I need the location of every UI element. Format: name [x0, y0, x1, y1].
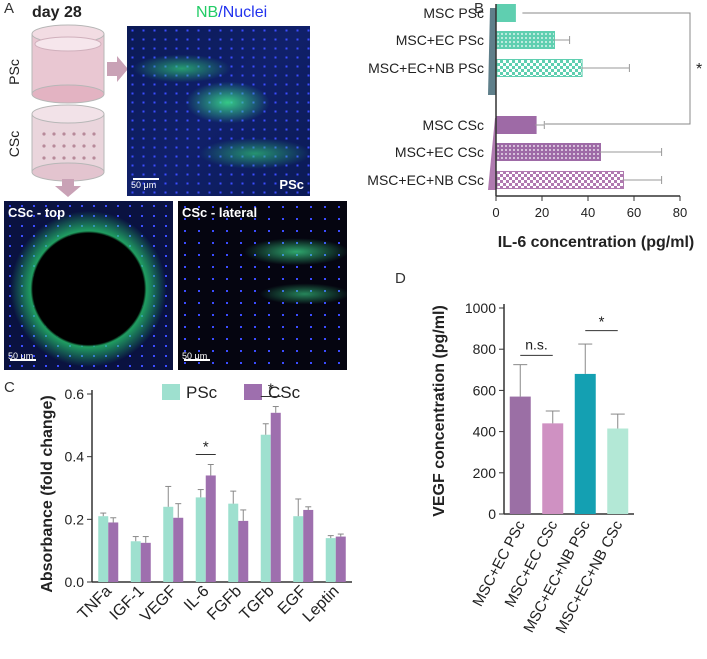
bar-label: MSC+EC PSc — [396, 32, 484, 48]
scale-bar-csc-top — [10, 359, 36, 361]
y-tick-label: 600 — [473, 382, 497, 398]
panel-label-d: D — [395, 270, 406, 287]
significance-star: * — [203, 439, 209, 456]
y-tick-label: 0.6 — [65, 386, 85, 402]
bar — [238, 520, 249, 582]
bar — [574, 373, 596, 514]
bar — [509, 396, 531, 514]
x-tick-label: TGFb — [237, 583, 278, 624]
y-tick-label: 800 — [473, 341, 497, 357]
bar — [205, 475, 216, 582]
panel-label-c: C — [4, 379, 15, 396]
bar — [140, 542, 151, 582]
chart-il6: MSC PSc MSC+EC PSc MSC+EC+NB PSc MSC CSc MSC… — [367, 4, 702, 251]
x-tick-label: 60 — [627, 205, 641, 220]
scaffold-illustration — [31, 24, 128, 197]
bar — [163, 506, 174, 582]
bar-label: MSC CSc — [423, 117, 484, 133]
bar — [195, 497, 206, 582]
y-axis-label: Absorbance (fold change) — [39, 395, 56, 592]
bar — [496, 31, 555, 49]
comparison-label-sig: * — [599, 314, 605, 331]
significance-star: * — [268, 381, 274, 398]
bar-label: MSC+EC+NB PSc — [368, 60, 484, 76]
bar — [293, 516, 304, 582]
bar — [260, 434, 271, 582]
y-tick-label: 0.2 — [65, 511, 85, 527]
y-tick-label: 0 — [488, 506, 496, 522]
micrograph-csc-lateral: CSc - lateral 50 μm — [178, 201, 347, 370]
bar — [335, 536, 346, 582]
stain-legend: NB/Nuclei — [196, 4, 267, 22]
bar-label: MSC+EC CSc — [395, 144, 484, 160]
bar-label: MSC+EC+NB CSc — [367, 172, 484, 188]
bar — [130, 541, 141, 582]
legend-csc-label: CSc — [268, 383, 301, 402]
stain-nuclei-label: Nuclei — [222, 4, 268, 21]
bar — [270, 412, 281, 582]
x-tick-label: 80 — [673, 205, 687, 220]
csc-wedge-icon — [488, 118, 496, 190]
bar — [98, 516, 109, 582]
y-tick-label: 0.4 — [65, 449, 85, 465]
scale-label-csc-lateral: 50 μm — [182, 351, 208, 361]
significance-bracket — [522, 12, 691, 125]
y-tick-label: 0.0 — [65, 574, 85, 590]
y-tick-label: 1000 — [465, 300, 496, 316]
scale-label-csc-top: 50 μm — [8, 351, 34, 361]
arrow-down-icon — [55, 179, 81, 197]
y-axis-label: VEGF concentration (pg/ml) — [431, 305, 448, 517]
bar — [173, 517, 184, 582]
chart-absorbance: PSc CSc 0.0 0.2 0.4 0.6 Absorbance (fold chang… — [39, 381, 352, 626]
stain-nb-label: NB — [196, 4, 219, 21]
arrow-right-icon — [107, 56, 128, 82]
y-tick-label: 200 — [473, 465, 497, 481]
legend-psc-label: PSc — [186, 383, 218, 402]
panel-label-a: A — [4, 0, 15, 17]
micrograph-csc-top-title: CSc - top — [8, 205, 66, 220]
x-tick-label: FGFb — [204, 583, 245, 624]
bar-label: MSC PSc — [423, 5, 484, 21]
x-tick-label: 40 — [581, 205, 595, 220]
legend-psc-swatch — [162, 384, 180, 400]
micrograph-csc-top: CSc - top 50 μm — [4, 201, 173, 370]
comparison-label-ns: n.s. — [525, 336, 548, 352]
bar — [607, 428, 629, 514]
legend-csc-swatch — [244, 384, 262, 400]
micrograph-psc: 50 μm PSc — [127, 26, 310, 196]
stain-separator: / — [218, 4, 223, 21]
x-tick-label: 0 — [492, 205, 499, 220]
bar — [325, 538, 336, 582]
bar — [496, 4, 516, 22]
bar — [542, 423, 564, 514]
scale-bar-psc — [133, 178, 159, 180]
bar — [496, 116, 537, 134]
psc-wedge-icon — [488, 8, 496, 95]
x-tick-label: Leptin — [300, 583, 343, 626]
chart-vegf: 0 200 400 600 800 1000 VEGF concentration (pg/… — [431, 300, 634, 636]
bar — [496, 59, 583, 77]
day-title: day 28 — [32, 4, 82, 21]
x-axis-label: IL-6 concentration (pg/ml) — [498, 234, 694, 251]
psc-cylinder-icon — [31, 24, 105, 104]
scale-bar-csc-lateral — [184, 359, 210, 361]
bar — [228, 503, 239, 582]
micrograph-psc-tag: PSc — [279, 177, 304, 192]
bar — [496, 143, 601, 161]
bar — [108, 522, 119, 582]
micrograph-csc-lateral-title: CSc - lateral — [182, 205, 258, 220]
bar — [303, 509, 314, 582]
x-tick-label: VEGF — [137, 583, 180, 626]
scale-label-psc: 50 μm — [131, 180, 157, 190]
csc-cylinder-icon — [31, 104, 105, 182]
x-tick-label: 20 — [535, 205, 549, 220]
panel-label-b: B — [474, 0, 485, 17]
bar — [496, 171, 624, 189]
significance-star: * — [696, 61, 702, 78]
y-tick-label: 400 — [473, 424, 497, 440]
